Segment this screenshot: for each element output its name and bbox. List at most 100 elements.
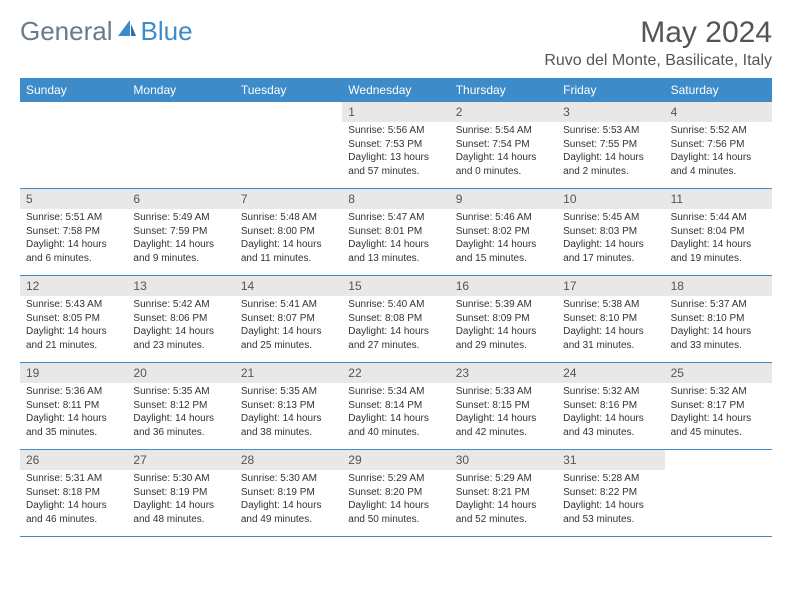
sunrise-line: Sunrise: 5:34 AM [348, 385, 443, 399]
day-number: 20 [127, 363, 234, 383]
day-number: 24 [557, 363, 664, 383]
day-content: Sunrise: 5:39 AMSunset: 8:09 PMDaylight:… [450, 297, 557, 356]
sunset-line: Sunset: 8:09 PM [456, 312, 551, 326]
sunrise-line: Sunrise: 5:35 AM [133, 385, 228, 399]
day-number: 31 [557, 450, 664, 470]
weeks-container: ...1Sunrise: 5:56 AMSunset: 7:53 PMDayli… [20, 102, 772, 537]
sunrise-line: Sunrise: 5:47 AM [348, 211, 443, 225]
day-cell: 4Sunrise: 5:52 AMSunset: 7:56 PMDaylight… [665, 102, 772, 188]
day-number: 12 [20, 276, 127, 296]
daylight-line: Daylight: 14 hours and 52 minutes. [456, 499, 551, 526]
day-content: Sunrise: 5:53 AMSunset: 7:55 PMDaylight:… [557, 123, 664, 182]
day-cell: 14Sunrise: 5:41 AMSunset: 8:07 PMDayligh… [235, 276, 342, 362]
daylight-line: Daylight: 14 hours and 31 minutes. [563, 325, 658, 352]
sunrise-line: Sunrise: 5:38 AM [563, 298, 658, 312]
sunrise-line: Sunrise: 5:29 AM [348, 472, 443, 486]
day-cell: 19Sunrise: 5:36 AMSunset: 8:11 PMDayligh… [20, 363, 127, 449]
day-cell: 26Sunrise: 5:31 AMSunset: 8:18 PMDayligh… [20, 450, 127, 536]
daylight-line: Daylight: 14 hours and 9 minutes. [133, 238, 228, 265]
day-content: Sunrise: 5:35 AMSunset: 8:13 PMDaylight:… [235, 384, 342, 443]
day-number: 29 [342, 450, 449, 470]
day-cell: . [665, 450, 772, 536]
weekday-label: Tuesday [235, 78, 342, 102]
daylight-line: Daylight: 14 hours and 42 minutes. [456, 412, 551, 439]
day-cell: 25Sunrise: 5:32 AMSunset: 8:17 PMDayligh… [665, 363, 772, 449]
day-number: 1 [342, 102, 449, 122]
day-cell: 8Sunrise: 5:47 AMSunset: 8:01 PMDaylight… [342, 189, 449, 275]
day-content: Sunrise: 5:41 AMSunset: 8:07 PMDaylight:… [235, 297, 342, 356]
daylight-line: Daylight: 14 hours and 27 minutes. [348, 325, 443, 352]
sunset-line: Sunset: 8:18 PM [26, 486, 121, 500]
day-number: 19 [20, 363, 127, 383]
day-number: 5 [20, 189, 127, 209]
day-cell: 29 Sunrise: 5:29 AMSunset: 8:20 PMDayligh… [342, 450, 449, 536]
day-number: 15 [342, 276, 449, 296]
day-content: Sunrise: 5:28 AMSunset: 8:22 PMDaylight:… [557, 471, 664, 530]
sunset-line: Sunset: 8:14 PM [348, 399, 443, 413]
day-cell: 9Sunrise: 5:46 AMSunset: 8:02 PMDaylight… [450, 189, 557, 275]
day-content: Sunrise: 5:44 AMSunset: 8:04 PMDaylight:… [665, 210, 772, 269]
day-number: 16 [450, 276, 557, 296]
sunrise-line: Sunrise: 5:51 AM [26, 211, 121, 225]
sunrise-line: Sunrise: 5:29 AM [456, 472, 551, 486]
daylight-line: Daylight: 14 hours and 43 minutes. [563, 412, 658, 439]
day-content: Sunrise: 5:47 AMSunset: 8:01 PMDaylight:… [342, 210, 449, 269]
sunrise-line: Sunrise: 5:45 AM [563, 211, 658, 225]
daylight-line: Daylight: 14 hours and 0 minutes. [456, 151, 551, 178]
day-number: 17 [557, 276, 664, 296]
sunset-line: Sunset: 8:11 PM [26, 399, 121, 413]
sunrise-line: Sunrise: 5:30 AM [241, 472, 336, 486]
day-cell: 3Sunrise: 5:53 AMSunset: 7:55 PMDaylight… [557, 102, 664, 188]
daylight-line: Daylight: 14 hours and 13 minutes. [348, 238, 443, 265]
week-row: 5Sunrise: 5:51 AMSunset: 7:58 PMDaylight… [20, 189, 772, 276]
day-content: Sunrise: 5:29 AMSunset: 8:21 PMDaylight:… [450, 471, 557, 530]
sunset-line: Sunset: 7:55 PM [563, 138, 658, 152]
day-content: Sunrise: 5:35 AMSunset: 8:12 PMDaylight:… [127, 384, 234, 443]
calendar: SundayMondayTuesdayWednesdayThursdayFrid… [20, 78, 772, 537]
weekday-label: Friday [557, 78, 664, 102]
day-number: 30 [450, 450, 557, 470]
day-content: Sunrise: 5:30 AMSunset: 8:19 PMDaylight:… [235, 471, 342, 530]
header-right: May 2024 Ruvo del Monte, Basilicate, Ita… [544, 16, 772, 70]
day-content: Sunrise: 5:45 AMSunset: 8:03 PMDaylight:… [557, 210, 664, 269]
day-number: 7 [235, 189, 342, 209]
week-row: 12Sunrise: 5:43 AMSunset: 8:05 PMDayligh… [20, 276, 772, 363]
weekday-header: SundayMondayTuesdayWednesdayThursdayFrid… [20, 78, 772, 102]
sunset-line: Sunset: 8:13 PM [241, 399, 336, 413]
day-number: 6 [127, 189, 234, 209]
day-cell: 5Sunrise: 5:51 AMSunset: 7:58 PMDaylight… [20, 189, 127, 275]
daylight-line: Daylight: 14 hours and 50 minutes. [348, 499, 443, 526]
month-title: May 2024 [544, 16, 772, 50]
sunset-line: Sunset: 8:21 PM [456, 486, 551, 500]
sunset-line: Sunset: 8:03 PM [563, 225, 658, 239]
daylight-line: Daylight: 14 hours and 46 minutes. [26, 499, 121, 526]
day-number: 25 [665, 363, 772, 383]
day-content: Sunrise: 5:40 AMSunset: 8:08 PMDaylight:… [342, 297, 449, 356]
day-cell: . [20, 102, 127, 188]
day-content: Sunrise: 5:46 AMSunset: 8:02 PMDaylight:… [450, 210, 557, 269]
day-content: Sunrise: 5:51 AMSunset: 7:58 PMDaylight:… [20, 210, 127, 269]
day-cell: 24Sunrise: 5:32 AMSunset: 8:16 PMDayligh… [557, 363, 664, 449]
sunset-line: Sunset: 7:59 PM [133, 225, 228, 239]
sunset-line: Sunset: 8:20 PM [348, 486, 443, 500]
sunrise-line: Sunrise: 5:53 AM [563, 124, 658, 138]
header: General Blue May 2024 Ruvo del Monte, Ba… [20, 16, 772, 70]
week-row: ...1Sunrise: 5:56 AMSunset: 7:53 PMDayli… [20, 102, 772, 189]
sunrise-line: Sunrise: 5:30 AM [133, 472, 228, 486]
sunset-line: Sunset: 8:22 PM [563, 486, 658, 500]
daylight-line: Daylight: 14 hours and 11 minutes. [241, 238, 336, 265]
sail-icon [116, 16, 138, 47]
day-number: 27 [127, 450, 234, 470]
logo-text-1: General [20, 16, 113, 47]
day-number: 10 [557, 189, 664, 209]
sunset-line: Sunset: 8:02 PM [456, 225, 551, 239]
day-number: 4 [665, 102, 772, 122]
day-cell: 1Sunrise: 5:56 AMSunset: 7:53 PMDaylight… [342, 102, 449, 188]
day-content: Sunrise: 5:42 AMSunset: 8:06 PMDaylight:… [127, 297, 234, 356]
sunrise-line: Sunrise: 5:37 AM [671, 298, 766, 312]
day-content: Sunrise: 5:54 AMSunset: 7:54 PMDaylight:… [450, 123, 557, 182]
day-cell: 15Sunrise: 5:40 AMSunset: 8:08 PMDayligh… [342, 276, 449, 362]
sunrise-line: Sunrise: 5:33 AM [456, 385, 551, 399]
day-number: 13 [127, 276, 234, 296]
day-cell: 22Sunrise: 5:34 AMSunset: 8:14 PMDayligh… [342, 363, 449, 449]
